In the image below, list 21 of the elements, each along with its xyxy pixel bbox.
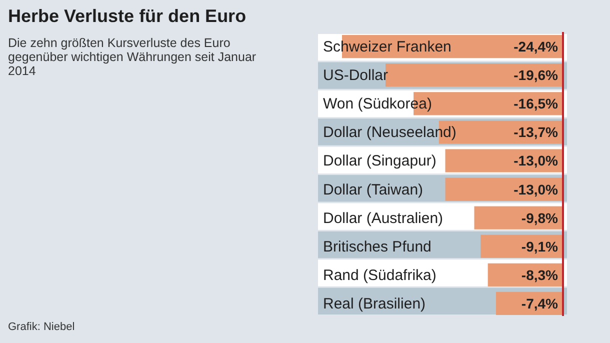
y-tick-label: Dollar (Taiwan)	[323, 181, 424, 198]
text: Die zehn größten Kursverluste des Euro gegenüber wichtigen Währungen seit Januar 2014	[8, 36, 256, 78]
data-label: -9,8%	[521, 210, 559, 226]
y-tick-label: Dollar (Singapur)	[323, 152, 436, 170]
data-label: -9,1%	[521, 238, 559, 254]
data-label: -8,3%	[521, 266, 559, 283]
data-label: -16,5%	[514, 96, 559, 112]
data-label: -13,7%	[514, 124, 559, 140]
data-label: -7,4%	[521, 295, 559, 312]
y-tick-label: Britisches Pfund	[323, 238, 432, 256]
y-tick-label: Dollar (Australien)	[323, 210, 444, 227]
text: Grafik: Niebel	[8, 321, 75, 333]
data-label: -13,0%	[514, 181, 559, 198]
y-tick-label: Dollar (Neuseeland)	[323, 124, 456, 142]
data-label: -19,6%	[514, 67, 559, 84]
data-label: -13,0%	[514, 152, 559, 169]
text: Herbe Verluste für den Euro	[8, 6, 246, 26]
data-label: -24,4%	[514, 38, 559, 55]
y-tick-label: US-Dollar	[323, 67, 388, 84]
y-tick-label: Real (Brasilien)	[323, 295, 426, 312]
y-tick-label: Rand (Südafrika)	[323, 266, 436, 284]
